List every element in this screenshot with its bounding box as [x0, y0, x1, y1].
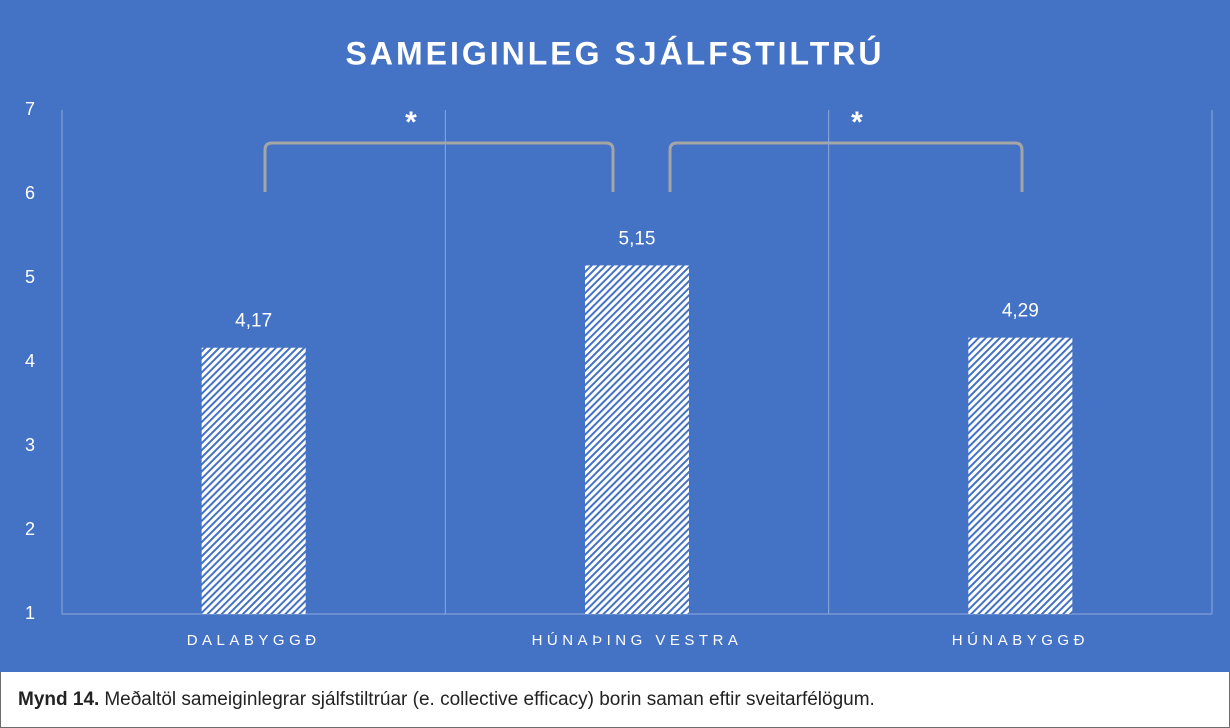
- significance-mark: *: [851, 106, 863, 139]
- y-tick-label: 2: [25, 519, 35, 539]
- caption-label: Mynd 14.: [18, 688, 100, 710]
- x-tick-label: DALABYGGÐ: [187, 632, 321, 649]
- y-tick-label: 4: [25, 351, 35, 371]
- y-tick-label: 1: [25, 603, 35, 623]
- significance-mark: *: [405, 106, 417, 139]
- x-tick-label: HÚNABYGGÐ: [952, 632, 1089, 649]
- value-label: 5,15: [619, 228, 656, 249]
- bar: [585, 265, 689, 614]
- chart: SAMEIGINLEG SJÁLFSTILTRÚ 1 2 3 4 5 6 7 DALABYGG…: [0, 0, 1230, 672]
- y-tick-label: 3: [25, 435, 35, 455]
- caption-text: Meðaltöl sameiginlegrar sjálfstiltrúar (…: [104, 688, 875, 710]
- bracket: [263, 141, 615, 192]
- x-tick-label: HÚNAÞING VESTRA: [532, 632, 743, 649]
- value-label: 4,29: [1002, 301, 1039, 322]
- y-tick-label: 6: [25, 183, 35, 203]
- y-tick-label: 5: [25, 267, 35, 287]
- value-label: 4,17: [235, 311, 272, 332]
- bracket: [668, 141, 1024, 192]
- chart-title: SAMEIGINLEG SJÁLFSTILTRÚ: [346, 35, 885, 71]
- caption: Mynd 14. Meðaltöl sameiginlegrar sjálfsti…: [0, 672, 1230, 728]
- bar: [201, 347, 306, 614]
- bar: [968, 337, 1073, 614]
- y-tick-label: 7: [25, 99, 35, 119]
